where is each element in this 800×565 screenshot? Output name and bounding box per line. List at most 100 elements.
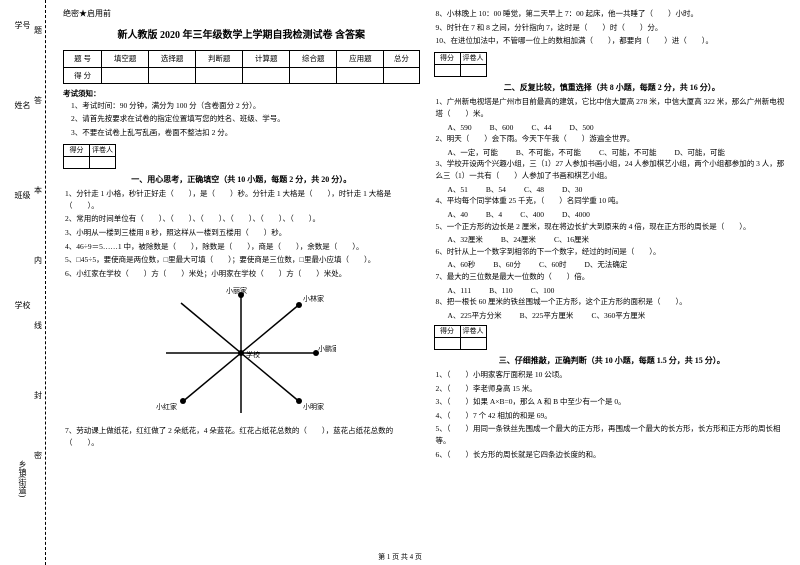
- scorer-label: 评卷人: [90, 144, 116, 156]
- gutter-item: 学校: [0, 300, 45, 311]
- options: A、51 B、54 C、48 D、30: [434, 184, 791, 196]
- question: 4、（ ）7 个 42 相加的和是 69。: [434, 410, 791, 422]
- scorer-box: 得分 评卷人: [63, 144, 420, 169]
- cut-char: 内: [33, 255, 43, 266]
- opt: A、60秒: [448, 259, 476, 271]
- scorer-label: 评卷人: [460, 325, 486, 337]
- th: 应用题: [337, 50, 384, 67]
- cut-char: 线: [33, 320, 43, 331]
- opt: B、225平方厘米: [520, 310, 574, 322]
- td[interactable]: [243, 67, 290, 84]
- cut-char: 题: [33, 25, 43, 36]
- page-columns: 绝密★启用前 新人教版 2020 年三年级数学上学期自我检测试卷 含答案 题 号…: [55, 0, 800, 565]
- scorer-cell[interactable]: [90, 156, 116, 168]
- opt: D、无法确定: [584, 259, 627, 271]
- left-column: 绝密★启用前 新人教版 2020 年三年级数学上学期自我检测试卷 含答案 题 号…: [63, 8, 420, 561]
- instructions-list: 1、考试时间：90 分钟，满分为 100 分（含卷面分 2 分）。 2、请首先按…: [63, 100, 420, 141]
- question: 5、□45÷5，要使商是两位数，□里最大可填（ ）；要使商是三位数，□里最小应填…: [63, 254, 420, 266]
- td[interactable]: [149, 67, 196, 84]
- question: 3、（ ）如果 A×B=0，那么 A 和 B 中至少有一个是 0。: [434, 396, 791, 408]
- fig-se: 小明家: [303, 402, 324, 411]
- question: 4、平均每个同学体重 25 千克，（ ）名同学重 10 吨。: [434, 195, 791, 207]
- fig-n: 小丽家: [226, 286, 247, 295]
- opt: A、225平方分米: [448, 310, 502, 322]
- scorer-cell[interactable]: [64, 156, 90, 168]
- fig-center: 学校: [246, 350, 260, 359]
- fig-ne: 小林家: [303, 294, 324, 303]
- question: 6、小红家在学校（ ）方（ ）米处；小明家在学校（ ）方（ ）米处。: [63, 268, 420, 280]
- td[interactable]: [102, 67, 149, 84]
- td: 得 分: [64, 67, 102, 84]
- section-title: 一、用心思考，正确填空（共 10 小题，每题 2 分，共 20 分）。: [63, 174, 420, 186]
- scorer-label: 得分: [434, 52, 460, 64]
- opt: C、400: [520, 209, 544, 221]
- question: 7、最大的三位数是最大一位数的（ ）倍。: [434, 271, 791, 283]
- opt: D、可能，可能: [674, 147, 724, 159]
- td[interactable]: [384, 67, 419, 84]
- question: 3、学校开设两个兴趣小组，三（1）27 人参加书画小组，24 人参加棋艺小组，两…: [434, 158, 791, 181]
- instructions-title: 考试须知：: [63, 88, 420, 100]
- th: 总分: [384, 50, 419, 67]
- question: 1、分针走 1 小格，秒针正好走（ ），是（ ）秒。分针走 1 大格是（ ），时…: [63, 188, 420, 211]
- scorer-box: 得分 评卷人: [434, 325, 791, 350]
- question: 10、在进位加法中，不管哪一位上的数相加满（ ），都要向（ ）进（ ）。: [434, 35, 791, 47]
- cut-char: 本: [33, 185, 43, 196]
- th: 判断题: [196, 50, 243, 67]
- gutter-label: 学校: [15, 301, 31, 310]
- opt: A、590: [448, 122, 472, 134]
- fig-sw: 小红家: [156, 402, 177, 411]
- scorer-cell[interactable]: [460, 64, 486, 76]
- question: 2、常用的时间单位有（ ）、（ ）、（ ）、（ ）、（ ）、（ ）。: [63, 213, 420, 225]
- question: 6、（ ）长方形的周长就是它四条边长度的和。: [434, 449, 791, 461]
- opt: A、51: [448, 184, 468, 196]
- opt: B、4: [486, 209, 502, 221]
- opt: B、54: [486, 184, 506, 196]
- section-title: 二、反复比较，慎重选择（共 8 小题，每题 2 分，共 16 分）。: [434, 82, 791, 94]
- th: 填空题: [102, 50, 149, 67]
- secret-label: 绝密★启用前: [63, 8, 420, 20]
- scorer-label: 得分: [434, 325, 460, 337]
- opt: C、44: [531, 122, 551, 134]
- opt: C、100: [531, 285, 555, 297]
- scorer-label: 评卷人: [460, 52, 486, 64]
- figure-svg: 学校 小丽家 小林家 小鹏家 小明家 小红家: [146, 283, 336, 423]
- cut-char: 密: [33, 450, 43, 461]
- td[interactable]: [290, 67, 337, 84]
- opt: A、32厘米: [448, 234, 483, 246]
- right-column: 8、小林晚上 10：00 睡觉，第二天早上 7：00 起床，他一共睡了（ ）小时…: [434, 8, 791, 561]
- question: 1、（ ）小明家客厅面积是 10 公顷。: [434, 369, 791, 381]
- fig-e: 小鹏家: [318, 344, 336, 353]
- td[interactable]: [196, 67, 243, 84]
- page-footer: 第 1 页 共 4 页: [0, 552, 800, 562]
- opt: D、500: [569, 122, 593, 134]
- opt: C、360平方厘米: [591, 310, 645, 322]
- options: A、32厘米 B、24厘米 C、16厘米: [434, 234, 791, 246]
- question: 9、时针在 7 和 8 之间，分针指向 7，这时是（ ）时（ ）分。: [434, 22, 791, 34]
- th: 综合题: [290, 50, 337, 67]
- gutter-label: 学号: [15, 21, 31, 30]
- options: A、111 B、110 C、100: [434, 285, 791, 297]
- scorer-box: 得分 评卷人: [434, 52, 791, 77]
- td[interactable]: [337, 67, 384, 84]
- section-title: 三、仔细推敲，正确判断（共 10 小题，每题 1.5 分，共 15 分）。: [434, 355, 791, 367]
- opt: B、24厘米: [501, 234, 536, 246]
- question: 4、46÷9＝5……1 中，被除数是（ ），除数是（ ），商是（ ），余数是（ …: [63, 241, 420, 253]
- question: 1、广州新电视塔是广州市目前最高的建筑，它比中信大厦高 278 米，中信大厦高 …: [434, 96, 791, 119]
- scorer-label: 得分: [64, 144, 90, 156]
- exam-title: 新人教版 2020 年三年级数学上学期自我检测试卷 含答案: [63, 28, 420, 44]
- scorer-cell[interactable]: [434, 337, 460, 349]
- opt: C、48: [524, 184, 544, 196]
- gutter-item: 乡镇(街道): [0, 460, 45, 499]
- gutter-label: 姓名: [15, 101, 31, 110]
- binding-gutter: 学号 姓名 班级 学校 乡镇(街道) 题 答 本 内 线 封 密: [0, 0, 55, 565]
- question: 7、劳动课上做纸花，红红做了 2 朵纸花，4 朵蓝花。红花占纸花总数的（ ），蓝…: [63, 425, 420, 448]
- opt: A、40: [448, 209, 468, 221]
- direction-figure: 学校 小丽家 小林家 小鹏家 小明家 小红家: [146, 283, 336, 423]
- opt: A、一定，可能: [448, 147, 498, 159]
- opt: C、可能，不可能: [599, 147, 657, 159]
- scorer-cell[interactable]: [434, 64, 460, 76]
- th: 计算题: [243, 50, 290, 67]
- question: 6、时针从上一个数字到相邻的下一个数字，经过的时间是（ ）。: [434, 246, 791, 258]
- options: A、60秒 B、60分 C、60时 D、无法确定: [434, 259, 791, 271]
- scorer-cell[interactable]: [460, 337, 486, 349]
